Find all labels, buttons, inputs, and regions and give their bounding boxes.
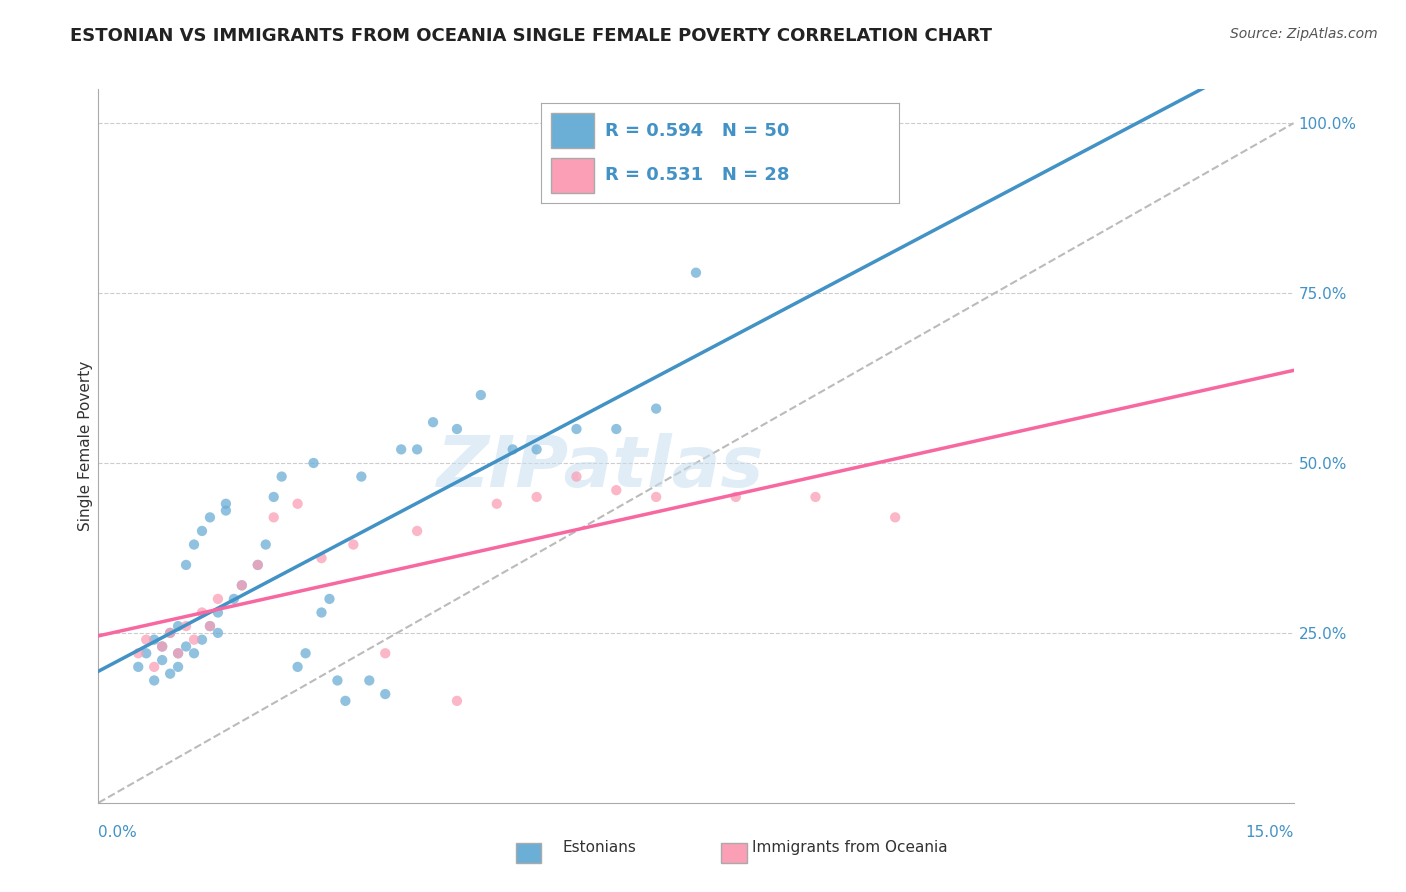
Text: 0.0%: 0.0%: [98, 825, 138, 840]
Point: [263, 510, 285, 524]
Point: [159, 666, 181, 681]
Point: [143, 632, 166, 647]
Y-axis label: Single Female Poverty: Single Female Poverty: [77, 361, 93, 531]
Text: Estonians: Estonians: [562, 840, 637, 855]
Point: [446, 422, 468, 436]
Point: [406, 442, 429, 457]
Point: [246, 558, 269, 572]
Point: [198, 619, 221, 633]
Point: [342, 537, 364, 551]
Point: [318, 591, 340, 606]
Point: [302, 456, 325, 470]
Point: [174, 640, 197, 654]
Point: [526, 490, 548, 504]
Point: [374, 687, 396, 701]
Point: [287, 497, 309, 511]
Point: [150, 640, 173, 654]
Point: [215, 497, 238, 511]
Point: [246, 558, 269, 572]
Point: [311, 551, 333, 566]
Point: [287, 660, 309, 674]
Point: [270, 469, 292, 483]
Point: [605, 422, 627, 436]
Text: ZIPatlas: ZIPatlas: [437, 433, 763, 502]
Point: [159, 626, 181, 640]
Text: 15.0%: 15.0%: [1246, 825, 1294, 840]
Point: [359, 673, 381, 688]
Point: [254, 537, 277, 551]
Point: [198, 619, 221, 633]
Point: [389, 442, 412, 457]
Point: [135, 646, 157, 660]
Point: [167, 619, 190, 633]
Point: [127, 660, 149, 674]
Point: [191, 524, 214, 538]
Point: [174, 558, 197, 572]
Point: [167, 646, 190, 660]
Point: [470, 388, 492, 402]
Point: [422, 415, 444, 429]
Point: [350, 469, 373, 483]
Point: [150, 653, 173, 667]
Point: [724, 490, 747, 504]
Point: [183, 646, 205, 660]
Point: [167, 646, 190, 660]
Point: [231, 578, 253, 592]
Point: [311, 606, 333, 620]
Point: [127, 646, 149, 660]
Point: [565, 469, 588, 483]
Point: [884, 510, 907, 524]
Point: [191, 606, 214, 620]
Point: [446, 694, 468, 708]
Point: [174, 619, 197, 633]
Point: [294, 646, 316, 660]
Point: [502, 442, 524, 457]
Point: [159, 626, 181, 640]
Point: [526, 442, 548, 457]
Point: [645, 401, 668, 416]
Point: [231, 578, 253, 592]
Point: [485, 497, 508, 511]
Text: ESTONIAN VS IMMIGRANTS FROM OCEANIA SINGLE FEMALE POVERTY CORRELATION CHART: ESTONIAN VS IMMIGRANTS FROM OCEANIA SING…: [70, 27, 993, 45]
Point: [374, 646, 396, 660]
Point: [326, 673, 349, 688]
Point: [207, 591, 229, 606]
Point: [565, 422, 588, 436]
Point: [335, 694, 357, 708]
Point: [143, 673, 166, 688]
Point: [207, 606, 229, 620]
Point: [135, 632, 157, 647]
Point: [207, 626, 229, 640]
Point: [150, 640, 173, 654]
Point: [222, 591, 245, 606]
Point: [685, 266, 707, 280]
Point: [263, 490, 285, 504]
Point: [191, 632, 214, 647]
Point: [605, 483, 627, 498]
Text: Immigrants from Oceania: Immigrants from Oceania: [752, 840, 948, 855]
Point: [198, 510, 221, 524]
Point: [215, 503, 238, 517]
Point: [645, 490, 668, 504]
Point: [183, 537, 205, 551]
Text: Source: ZipAtlas.com: Source: ZipAtlas.com: [1230, 27, 1378, 41]
Point: [804, 490, 827, 504]
Point: [406, 524, 429, 538]
Point: [183, 632, 205, 647]
Point: [143, 660, 166, 674]
Point: [167, 660, 190, 674]
